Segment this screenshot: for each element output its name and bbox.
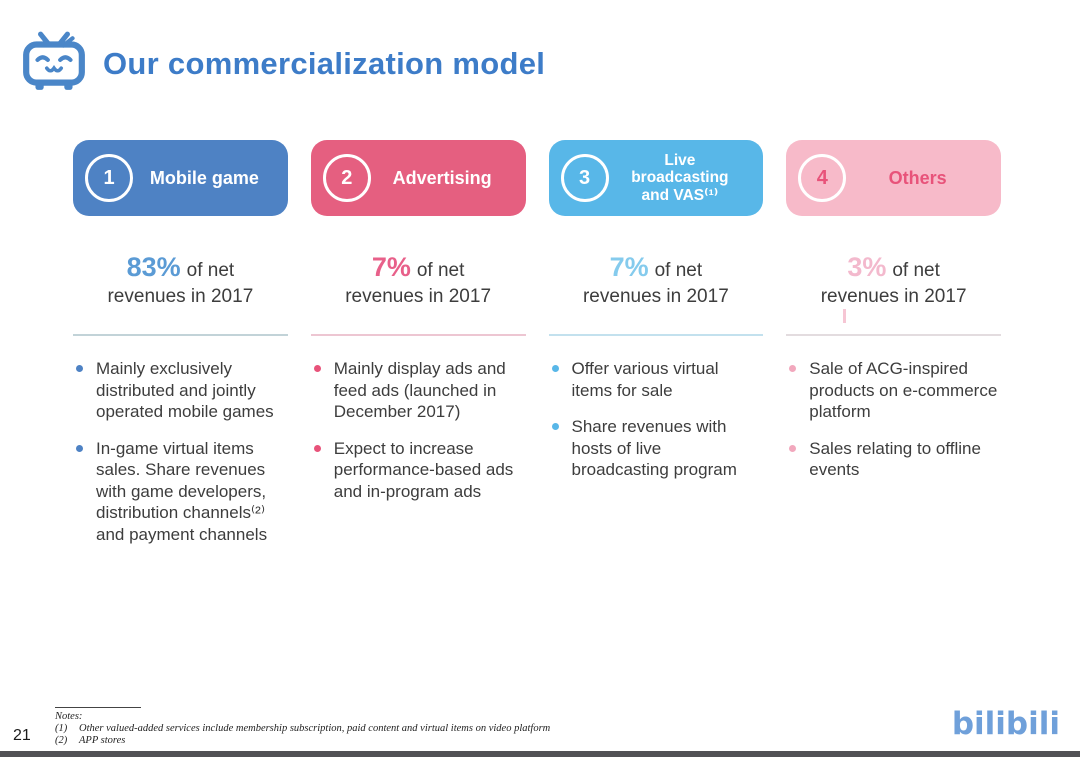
category-pill-others: 4 Others xyxy=(786,140,1001,216)
category-number: 2 xyxy=(322,154,371,202)
columns-container: 1 Mobile game 83% of net revenues in 2017… xyxy=(73,140,1001,560)
bullet-item: Mainly exclusively distributed and joint… xyxy=(73,358,288,423)
notes-separator-line xyxy=(55,707,141,708)
page-title: Our commercialization model xyxy=(103,46,546,81)
category-label: Live broadcasting and VAS⁽¹⁾ xyxy=(631,151,729,204)
column-divider xyxy=(548,334,764,336)
revenue-percent-description: of net revenues in 2017 xyxy=(107,260,254,307)
revenue-percent: 7% xyxy=(371,252,411,282)
category-label: Others xyxy=(888,168,947,188)
bilibili-wordmark-logo: bilibili xyxy=(951,706,1060,742)
bullet-list: Sale of ACG-inspired products on e-comme… xyxy=(786,358,1001,481)
footnote-1: (1) Other valued-added services include m… xyxy=(55,723,550,734)
bullet-list: Offer various virtual items for sale Sha… xyxy=(549,358,764,481)
column-mobile-game: 1 Mobile game 83% of net revenues in 2017… xyxy=(73,140,288,560)
bullet-list: Mainly exclusively distributed and joint… xyxy=(73,358,288,545)
category-pill-live-broadcasting: 3 Live broadcasting and VAS⁽¹⁾ xyxy=(548,140,764,216)
bullet-item: Sale of ACG-inspired products on e-comme… xyxy=(786,358,1001,423)
revenue-percent-description: of net revenues in 2017 xyxy=(820,260,967,307)
bullet-list: Mainly display ads and feed ads (launche… xyxy=(311,358,526,502)
revenue-share-block: 3% of net revenues in 2017 xyxy=(786,254,1001,310)
bullet-item: Offer various virtual items for sale xyxy=(549,358,764,401)
revenue-percent: 7% xyxy=(609,252,649,282)
category-label: Mobile game xyxy=(149,168,259,188)
column-divider xyxy=(786,334,1001,336)
category-number: 4 xyxy=(798,154,847,202)
revenue-share-block: 7% of net revenues in 2017 xyxy=(311,254,526,310)
bottom-edge-bar xyxy=(0,751,1080,757)
revenue-percent: 83% xyxy=(126,252,181,282)
footnote-number: (2) xyxy=(55,735,68,746)
column-others: 4 Others 3% of net revenues in 2017 Sale … xyxy=(786,140,1001,560)
bullet-item: Sales relating to offline events xyxy=(786,438,1001,481)
footnote-text: Other valued-added services include memb… xyxy=(79,723,551,734)
revenue-percent: 3% xyxy=(847,252,887,282)
bullet-item: Mainly display ads and feed ads (launche… xyxy=(311,358,526,423)
column-live-broadcasting: 3 Live broadcasting and VAS⁽¹⁾ 7% of net … xyxy=(548,140,764,560)
bullet-item: Expect to increase performance-based ads… xyxy=(311,438,526,503)
category-label: Advertising xyxy=(392,168,492,188)
bullet-item: Share revenues with hosts of live broadc… xyxy=(549,416,764,481)
revenue-percent-description: of net revenues in 2017 xyxy=(582,260,729,307)
column-divider xyxy=(310,334,526,336)
column-advertising: 2 Advertising 7% of net revenues in 2017 … xyxy=(310,140,526,560)
page-number: 21 xyxy=(13,727,31,744)
bilibili-tv-icon xyxy=(20,31,88,98)
column-divider xyxy=(73,334,288,336)
footnote-number: (1) xyxy=(55,723,68,734)
notes-label: Notes: xyxy=(55,711,83,722)
footnote-text: APP stores xyxy=(79,735,126,746)
category-number: 1 xyxy=(85,154,133,202)
category-number: 3 xyxy=(560,154,609,202)
bullet-item: In-game virtual items sales. Share reven… xyxy=(73,438,288,546)
stray-mark xyxy=(843,309,846,323)
revenue-percent-description: of net revenues in 2017 xyxy=(345,260,492,307)
revenue-share-block: 83% of net revenues in 2017 xyxy=(73,254,288,310)
revenue-share-block: 7% of net revenues in 2017 xyxy=(549,254,764,310)
category-pill-advertising: 2 Advertising xyxy=(310,140,526,216)
category-pill-mobile-game: 1 Mobile game xyxy=(73,140,288,216)
footnote-2: (2) APP stores xyxy=(55,735,125,746)
